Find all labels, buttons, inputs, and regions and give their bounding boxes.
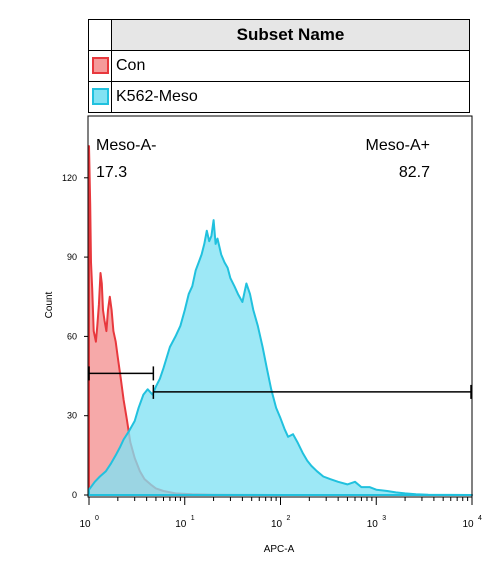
x-tick-exponent: 2 <box>287 515 291 522</box>
gate-value-meso-neg: 17.3 <box>96 164 127 181</box>
x-axis-label: APC-A <box>264 544 295 555</box>
x-tick-label: 10 <box>271 519 283 530</box>
x-tick-exponent: 1 <box>191 515 195 522</box>
gate-value-meso-pos: 82.7 <box>399 164 430 181</box>
y-tick-label: 120 <box>62 173 77 183</box>
legend-swatch-k562-meso <box>91 88 109 106</box>
x-tick-exponent: 3 <box>382 515 386 522</box>
x-tick-label: 10 <box>175 519 187 530</box>
y-tick-label: 90 <box>67 252 77 262</box>
y-tick-label: 60 <box>67 331 77 341</box>
plot-area <box>88 145 473 496</box>
legend-label-k562-meso: K562-Meso <box>111 81 470 113</box>
legend-table: Subset Name Con K562-Meso <box>88 19 470 113</box>
gate-label-meso-neg: Meso-A- <box>96 137 156 154</box>
y-tick-label: 0 <box>72 490 77 500</box>
y-axis-label: Count <box>44 291 55 318</box>
legend-header-row: Subset Name <box>88 19 470 51</box>
x-tick-exponent: 0 <box>95 515 99 522</box>
x-tick-exponent: 4 <box>478 515 482 522</box>
gate-meso-pos <box>152 384 472 399</box>
legend-header: Subset Name <box>111 19 470 51</box>
y-tick-label: 30 <box>67 411 77 421</box>
y-axis: 0 30 60 90 120 <box>62 173 88 500</box>
x-tick-label: 10 <box>462 519 474 530</box>
x-tick-label: 10 <box>79 519 91 530</box>
gate-label-meso-pos: Meso-A+ <box>366 137 430 154</box>
legend-row-k562-meso: K562-Meso <box>88 81 470 113</box>
gate-meso-neg <box>88 366 155 381</box>
legend-swatch-con <box>91 57 109 75</box>
x-tick-label: 10 <box>367 519 379 530</box>
series-k562-meso-area <box>88 219 473 496</box>
